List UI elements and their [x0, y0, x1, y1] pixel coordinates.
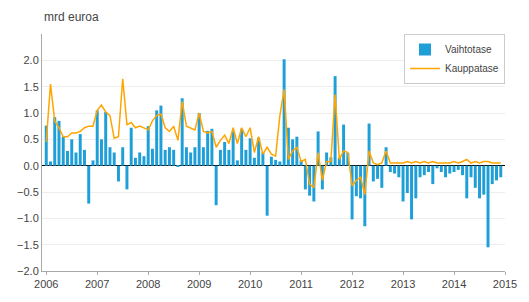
- svg-text:2011: 2011: [289, 278, 313, 290]
- svg-text:2.0: 2.0: [24, 54, 39, 66]
- svg-text:Vaihtotase: Vaihtotase: [445, 44, 492, 55]
- svg-text:Kauppatase: Kauppatase: [445, 63, 499, 74]
- svg-text:−2.0: −2.0: [17, 265, 39, 277]
- svg-text:2009: 2009: [187, 278, 211, 290]
- svg-text:2015: 2015: [493, 278, 517, 290]
- svg-text:1.0: 1.0: [24, 107, 39, 119]
- svg-text:−1.5: −1.5: [17, 239, 39, 251]
- svg-text:2014: 2014: [442, 278, 466, 290]
- svg-text:−0.5: −0.5: [17, 186, 39, 198]
- svg-text:0.0: 0.0: [24, 160, 39, 172]
- svg-text:1.5: 1.5: [24, 81, 39, 93]
- svg-text:2012: 2012: [340, 278, 364, 290]
- svg-text:−1.0: −1.0: [17, 212, 39, 224]
- svg-text:2008: 2008: [136, 278, 160, 290]
- svg-text:2007: 2007: [85, 278, 109, 290]
- svg-text:2006: 2006: [34, 278, 58, 290]
- svg-text:0.5: 0.5: [24, 133, 39, 145]
- svg-text:2010: 2010: [238, 278, 262, 290]
- svg-text:2013: 2013: [391, 278, 415, 290]
- svg-text:mrd euroa: mrd euroa: [44, 10, 99, 24]
